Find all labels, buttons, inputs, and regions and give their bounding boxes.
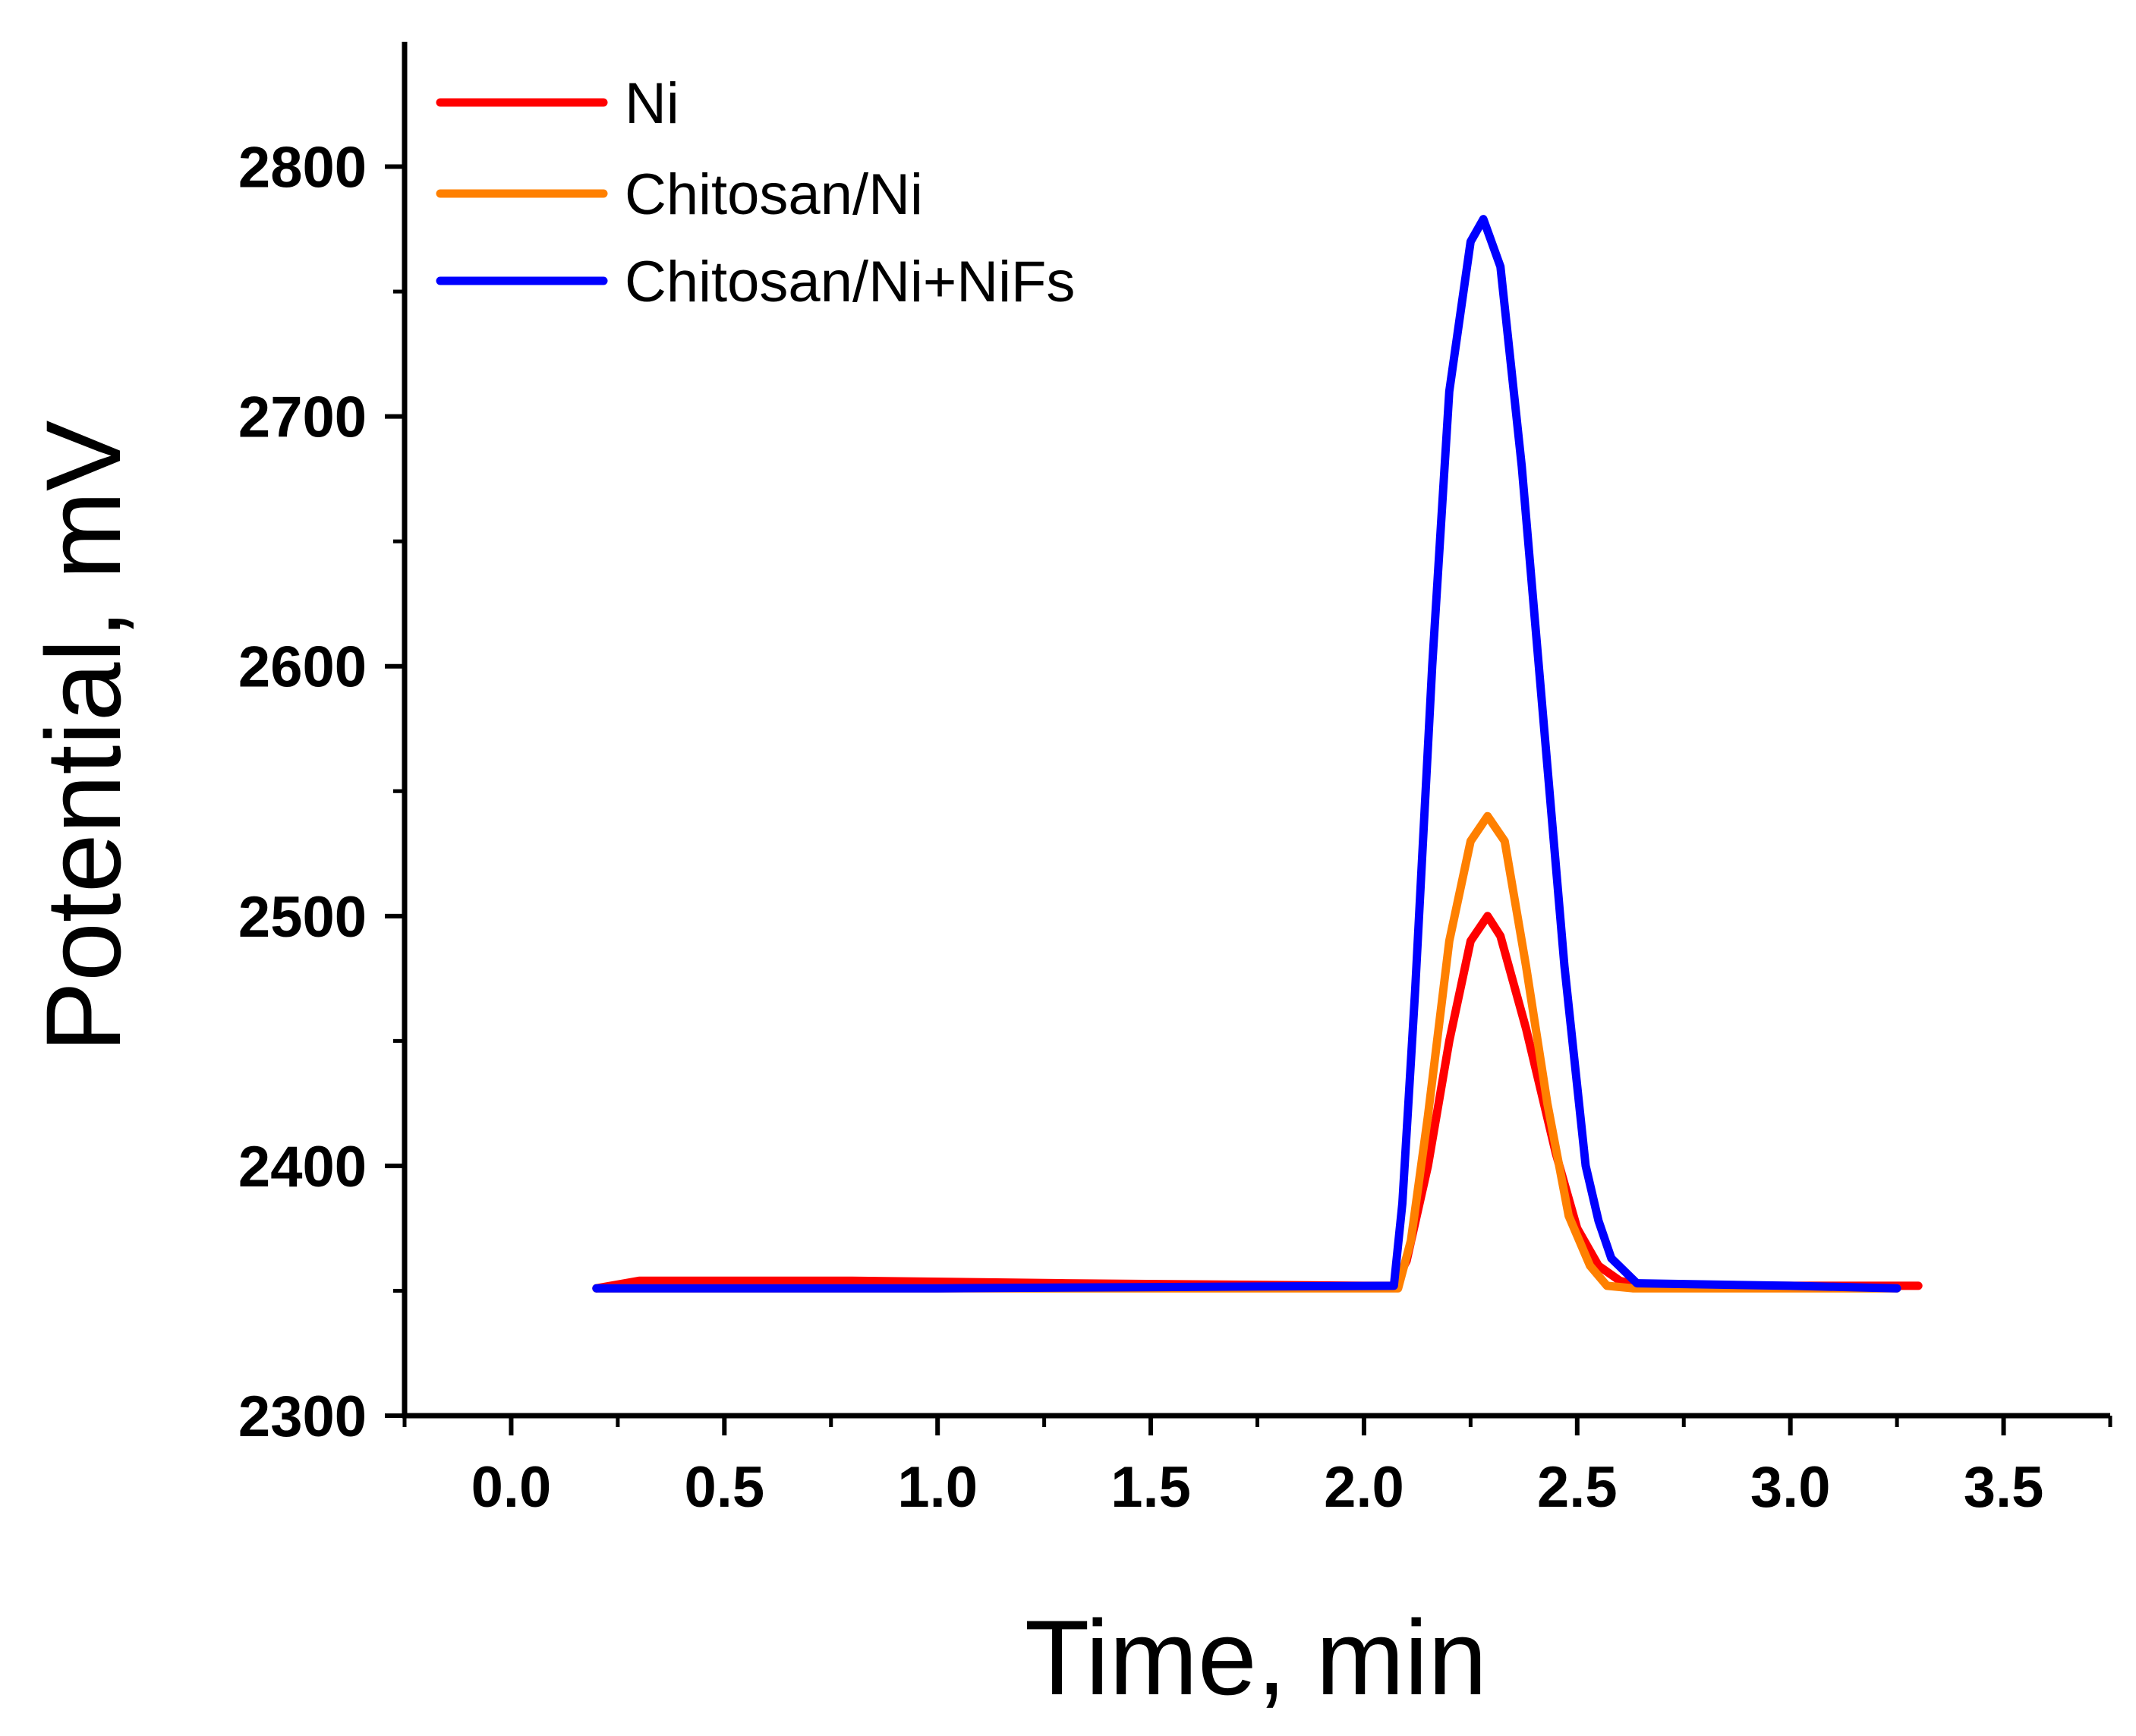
x-tick-label: 1.0 [897,1455,978,1520]
x-tick-label: 3.0 [1750,1455,1831,1520]
y-tick-label: 2600 [238,635,367,700]
axes-layer [402,42,2110,1419]
legend-label-ni: Ni [625,71,679,136]
y-tick-label: 2300 [238,1385,367,1449]
x-tick-label: 2.0 [1324,1455,1404,1520]
x-axis-title: Time, min [1025,1598,1487,1717]
x-tick-label: 3.5 [1964,1455,2044,1520]
series-line-ni [592,912,1923,1293]
x-tick-label: 0.0 [471,1455,552,1520]
legend: Ni Chitosan/Ni Chitosan/Ni+NiFs [436,71,1075,314]
y-tick-label: 2700 [238,386,367,450]
series-line-chitosan-ni-nifs [592,215,1901,1293]
y-axis-title: Potential, mV [24,421,143,1053]
legend-label-chitosan-ni-nifs: Chitosan/Ni+NiFs [625,250,1075,314]
y-tick-label: 2400 [238,1135,367,1199]
x-tick-label: 2.5 [1537,1455,1618,1520]
y-tick-label: 2500 [238,885,367,950]
y-tick-label: 2800 [238,136,367,200]
series-line-chitosan-ni [592,811,1901,1293]
legend-label-chitosan-ni: Chitosan/Ni [625,162,923,227]
x-tick-label: 1.5 [1111,1455,1191,1520]
series-layer [592,215,1923,1293]
x-tick-label: 0.5 [684,1455,764,1520]
ticks-layer: 0.0 0.5 1.0 1.5 2.0 2.5 3.0 3.5 2300 2400 2500 2600… [238,136,2112,1520]
